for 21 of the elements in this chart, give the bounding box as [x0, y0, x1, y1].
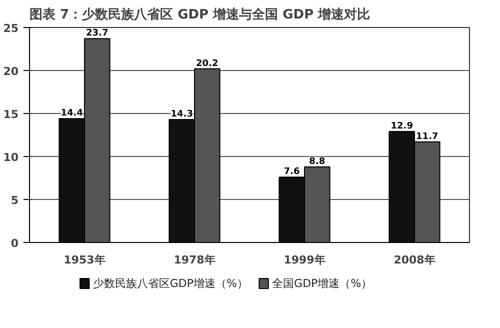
chart-title: 图表 7：少数民族八省区 GDP 增速与全国 GDP 增速对比 — [30, 6, 370, 22]
data-label: 12.9 — [390, 122, 413, 132]
y-tick-label: 5 — [10, 194, 18, 207]
legend-label: 全国GDP增速（%） — [272, 277, 372, 290]
y-tick-label: 20 — [3, 65, 19, 78]
data-label: 7.6 — [284, 167, 300, 178]
data-label: 14.4 — [60, 108, 83, 119]
legend-label: 少数民族八省区GDP增速（%） — [92, 277, 248, 290]
y-tick-label: 0 — [10, 237, 19, 250]
data-label: 20.2 — [196, 58, 218, 69]
data-label: 23.7 — [86, 28, 108, 39]
y-tick-label: 10 — [3, 151, 19, 164]
x-tick-label: 1999年 — [284, 254, 326, 266]
x-tick-label: 2008年 — [394, 254, 436, 266]
y-tick-label: 15 — [3, 108, 19, 121]
x-tick-label: 1978年 — [174, 254, 216, 266]
x-tick-label: 1953年 — [64, 254, 106, 266]
data-label: 8.8 — [309, 156, 326, 167]
data-label: 14.3 — [170, 110, 193, 120]
y-tick-label: 25 — [3, 22, 19, 35]
data-label: 11.7 — [416, 132, 438, 142]
